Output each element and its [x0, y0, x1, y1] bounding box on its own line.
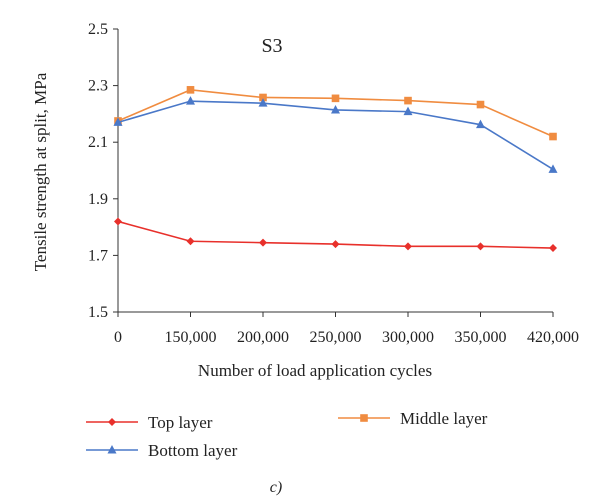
x-tick-label: 250,000 — [310, 329, 362, 346]
x-tick-label: 0 — [114, 329, 122, 346]
data-point-top-layer — [114, 217, 122, 226]
data-point-top-layer — [186, 237, 195, 246]
data-point-middle-layer — [476, 100, 485, 109]
data-point-middle-layer — [549, 132, 557, 141]
legend-label-bottom-layer: Bottom layer — [148, 441, 238, 460]
y-tick-label: 2.1 — [88, 134, 108, 151]
data-point-bottom-layer — [186, 96, 195, 105]
data-point-bottom-layer — [258, 98, 268, 107]
x-tick-label: 150,000 — [165, 329, 217, 346]
x-tick-label: 420,000 — [527, 329, 579, 346]
x-axis-title: Number of load application cycles — [198, 361, 432, 380]
chart-title: S3 — [261, 35, 282, 57]
data-point-middle-layer — [331, 94, 340, 103]
figure-caption: c) — [270, 479, 282, 496]
series-group — [113, 86, 558, 253]
legend-label-top-layer: Top layer — [148, 413, 213, 432]
x-ticks: 0 150,000 200,000 250,000 300,000 350,000 420,… — [114, 312, 579, 346]
x-tick-label: 350,000 — [455, 329, 507, 346]
series-bottom-layer — [113, 96, 558, 173]
legend-item-middle-layer: Middle layer — [338, 409, 488, 428]
data-point-middle-layer — [186, 86, 195, 94]
y-axis-title: Tensile strength at split, MPa — [31, 72, 50, 271]
legend-item-top-layer: Top layer — [86, 413, 213, 432]
legend-marker-top-layer — [108, 418, 116, 426]
data-point-middle-layer — [259, 93, 267, 102]
series-middle-layer — [114, 86, 557, 141]
y-tick-label: 1.7 — [88, 247, 108, 264]
data-point-top-layer — [476, 242, 485, 251]
data-point-top-layer — [549, 244, 557, 253]
data-point-top-layer — [331, 240, 340, 249]
series-top-layer — [114, 217, 557, 253]
x-tick-label: 200,000 — [237, 329, 289, 346]
data-point-top-layer — [404, 242, 412, 251]
data-point-bottom-layer — [476, 119, 485, 129]
data-point-top-layer — [259, 238, 267, 247]
legend-marker-middle-layer — [360, 414, 368, 422]
x-tick-label: 300,000 — [382, 329, 434, 346]
y-tick-label: 1.9 — [88, 191, 108, 208]
y-ticks: 1.5 1.7 1.9 2.1 2.3 2.5 — [88, 21, 118, 321]
legend-label-middle-layer: Middle layer — [400, 409, 488, 428]
data-point-bottom-layer — [113, 117, 123, 126]
data-point-bottom-layer — [548, 164, 558, 173]
y-tick-label: 1.5 — [88, 304, 108, 321]
data-point-bottom-layer — [403, 106, 413, 116]
axes — [117, 29, 553, 313]
legend: Top layer Middle layer Bottom layer — [86, 409, 488, 460]
legend-item-bottom-layer: Bottom layer — [86, 441, 238, 460]
y-tick-label: 2.3 — [88, 78, 108, 95]
data-point-middle-layer — [404, 96, 412, 105]
legend-marker-bottom-layer — [107, 445, 117, 454]
y-tick-label: 2.5 — [88, 21, 108, 38]
data-point-bottom-layer — [331, 104, 340, 114]
